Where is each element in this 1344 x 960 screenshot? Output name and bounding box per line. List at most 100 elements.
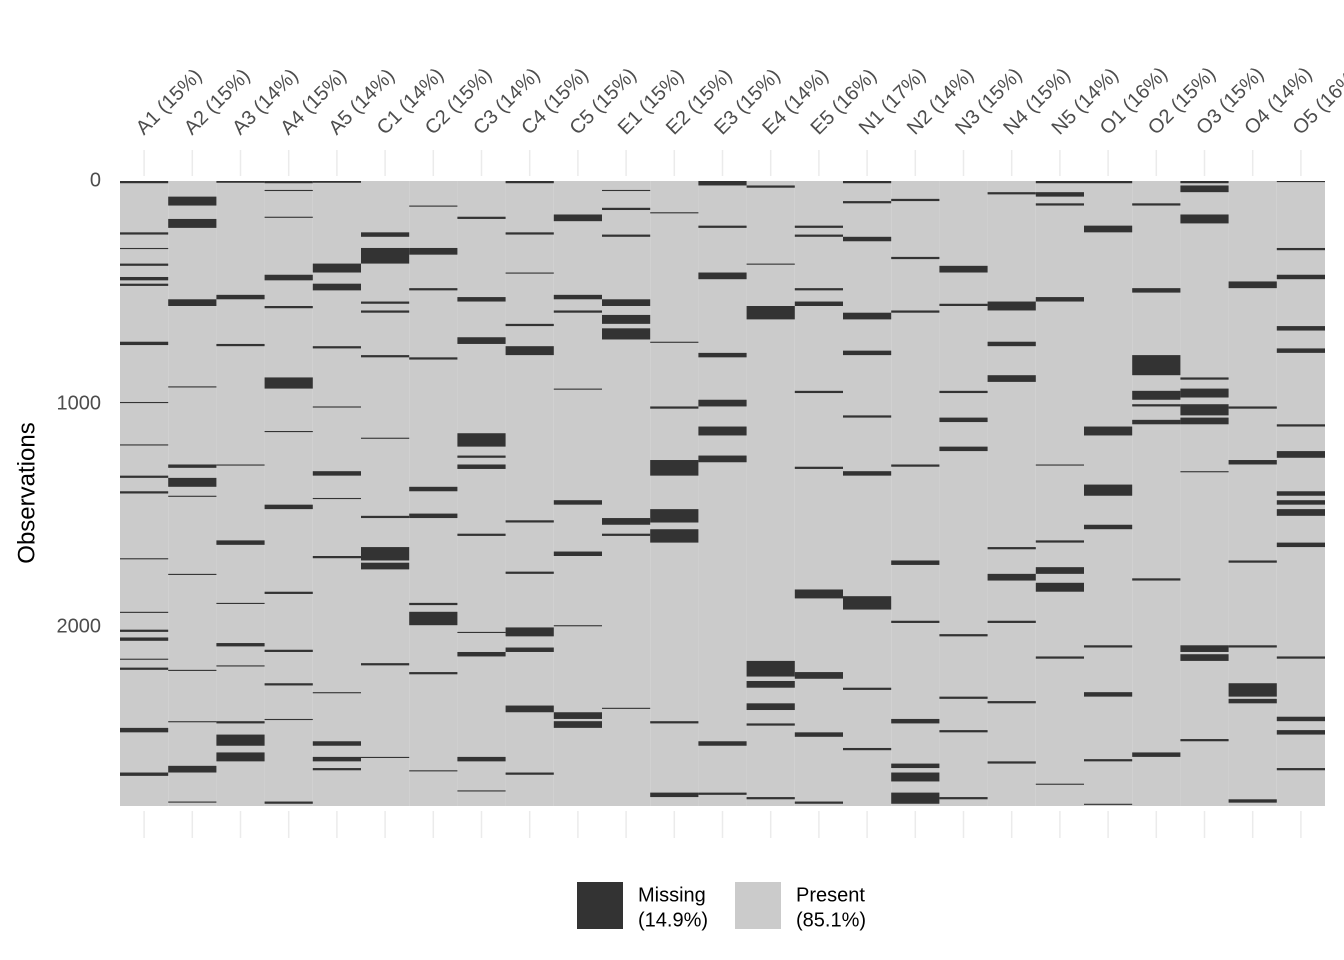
missing-run [409,205,458,207]
missing-run [312,741,361,746]
missing-run [409,672,458,675]
missing-run [1228,645,1277,648]
missing-run [264,683,313,686]
missing-run [312,556,361,559]
missing-run [457,533,506,536]
missing-run [216,343,265,347]
missing-run [312,497,361,500]
missing-run [409,288,458,291]
missing-run [1035,582,1084,592]
missing-run [698,225,747,228]
missing-run [1132,203,1181,206]
missing-run [939,797,988,800]
missing-run [361,663,410,666]
missing-run [168,801,217,803]
missing-run [216,464,265,466]
missing-run [312,346,361,349]
y-tick-label: 0 [90,169,101,191]
missing-run [698,272,747,280]
missing-run [361,437,410,439]
missing-run [168,721,217,723]
legend-percent: (14.9%) [638,909,708,931]
missing-run [650,529,699,543]
missing-run [216,181,265,183]
missing-run [746,681,795,688]
missing-run [409,513,458,519]
missing-run [553,625,602,627]
missing-run [1180,377,1229,380]
missing-run [1180,645,1229,652]
missing-run [1084,225,1133,233]
missing-run [794,288,843,291]
missing-run [120,658,169,660]
missing-run [1180,181,1229,184]
missing-run [1180,214,1229,224]
missing-run [746,723,795,726]
missing-run [553,551,602,556]
missing-run [409,770,458,772]
missing-run [843,236,892,242]
missing-run [120,232,169,235]
missing-run [120,629,169,632]
missing-run [361,247,410,264]
present-column [1228,181,1277,806]
present-column [1035,181,1084,806]
legend-percent: (85.1%) [796,909,866,931]
missing-run [650,721,699,724]
missing-run [264,216,313,218]
missing-run [264,801,313,804]
missing-run [361,232,410,237]
missing-run [602,234,651,237]
present-column [409,181,458,806]
missing-run [1132,390,1181,400]
missing-run [650,341,699,343]
missing-run [1276,181,1325,183]
missing-run [409,602,458,606]
missing-run [264,274,313,281]
missing-run [987,301,1036,311]
missing-run [1035,540,1084,543]
missing-run [939,696,988,699]
missing-run [794,672,843,679]
missing-run [168,196,217,206]
missing-run [264,189,313,192]
missing-run [794,234,843,237]
missing-run [312,181,361,183]
missing-run [505,181,554,184]
missing-run [120,401,169,404]
missing-run [1276,509,1325,516]
missing-run [987,341,1036,347]
present-column [698,181,747,806]
missing-run [1035,464,1084,466]
missing-run [120,667,169,670]
missing-run [1228,560,1277,563]
missing-run [939,634,988,637]
missing-run [891,718,940,724]
missing-run [1180,739,1229,742]
missing-run [794,390,843,394]
missing-run [698,352,747,358]
missing-run [553,712,602,719]
missing-run [1228,799,1277,803]
missing-run [120,247,169,250]
missing-run [264,181,313,184]
missing-run [843,471,892,476]
missing-run [602,533,651,536]
missing-run [698,455,747,463]
present-column [361,181,410,806]
missing-run [1228,460,1277,465]
missing-run [746,797,795,800]
present-column [457,181,506,806]
present-column [746,181,795,806]
missing-run [216,734,265,746]
missing-run [312,756,361,762]
missing-run [843,415,892,418]
missing-run [987,620,1036,623]
present-column [939,181,988,806]
missing-run [1035,192,1084,197]
missing-run [1035,656,1084,659]
missing-run [1276,326,1325,331]
missing-run [168,669,217,671]
missing-run [1132,288,1181,293]
missing-run [794,732,843,737]
